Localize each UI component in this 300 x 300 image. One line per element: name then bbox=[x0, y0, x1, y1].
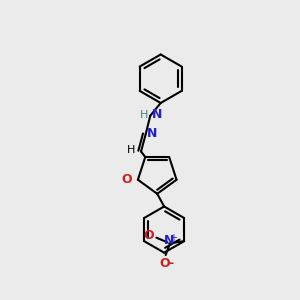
Text: O: O bbox=[159, 257, 170, 270]
Text: N: N bbox=[164, 234, 174, 247]
Text: N: N bbox=[152, 108, 162, 121]
Text: +: + bbox=[169, 233, 177, 243]
Text: O: O bbox=[143, 229, 154, 242]
Text: H: H bbox=[127, 145, 135, 155]
Text: -: - bbox=[168, 257, 173, 270]
Text: N: N bbox=[147, 127, 157, 140]
Text: O: O bbox=[122, 173, 132, 186]
Text: H: H bbox=[140, 110, 148, 119]
